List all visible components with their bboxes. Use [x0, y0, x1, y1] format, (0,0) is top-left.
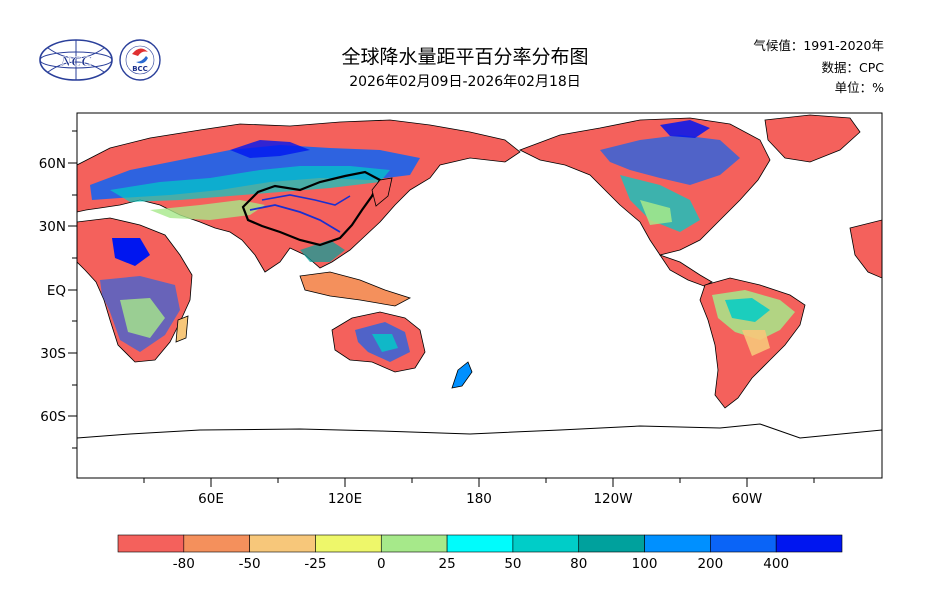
lon-label-180: 180 [466, 491, 492, 507]
lat-label-30s: 30S [40, 346, 66, 362]
colorbar-swatch [183, 534, 250, 553]
unit-label: 单位：% [834, 80, 884, 95]
colorbar-label: 100 [632, 556, 658, 572]
longitude-axis: 60E 120E 180 120W 60W [143, 478, 815, 507]
lat-label-60s: 60S [40, 409, 66, 425]
map-subtitle: 2026年02月09日-2026年02月18日 [349, 74, 581, 90]
colorbar-label: -80 [173, 556, 195, 572]
colorbar-swatch [710, 534, 777, 553]
colorbar-swatch [578, 534, 645, 553]
africa-west-edge-land [849, 219, 882, 279]
colorbar-swatch [315, 534, 382, 553]
colorbar-label: 0 [377, 556, 386, 572]
bcc-logo-text: BCC [132, 65, 148, 73]
lon-label-120e: 120E [328, 491, 362, 507]
colorbar-swatch [775, 534, 843, 553]
lat-label-30n: 30N [39, 219, 66, 235]
colorbar-label: 400 [763, 556, 789, 572]
ncc-logo-icon: NCC [39, 39, 113, 81]
colorbar-swatch [117, 534, 185, 553]
yellow-river [261, 194, 351, 206]
antarctica-land [77, 423, 882, 478]
lon-label-60e: 60E [198, 491, 224, 507]
indonesia-land [299, 271, 412, 307]
climate-period-label: 气候值：1991-2020年 [753, 38, 884, 53]
lon-label-120w: 120W [593, 491, 632, 507]
colorbar-label: 25 [438, 556, 455, 572]
lat-label-eq: EQ [47, 283, 66, 299]
yangtze-river [249, 204, 341, 233]
bcc-logo-icon: BCC [119, 39, 161, 81]
madagascar-land [175, 315, 189, 343]
data-source-label: 数据：CPC [821, 60, 885, 75]
latitude-axis: 60N 30N EQ 30S 60S [39, 130, 77, 449]
greenland-land [764, 114, 861, 163]
colorbar-label: 50 [504, 556, 521, 572]
colorbar-legend: -80 -50 -25 0 25 50 80 100 200 400 [117, 534, 843, 572]
colorbar-label: 80 [570, 556, 587, 572]
colorbar-swatch [380, 534, 448, 553]
japan-land [371, 177, 393, 207]
china-border [241, 170, 382, 247]
sahara-wet-anomaly [112, 238, 150, 266]
colorbar-label: -50 [239, 556, 261, 572]
colorbar-swatch [644, 534, 711, 553]
lat-label-60n: 60N [39, 156, 66, 172]
colorbar-swatch [512, 534, 580, 553]
colorbar-label: 200 [697, 556, 723, 572]
lon-label-60w: 60W [732, 491, 763, 507]
colorbar-swatch [446, 534, 514, 553]
ncc-logo-text: NCC [60, 54, 93, 70]
colorbar-label: -25 [304, 556, 326, 572]
new-zealand-land [451, 361, 473, 389]
map-title: 全球降水量距平百分率分布图 [341, 46, 589, 68]
colorbar-swatch [249, 534, 316, 553]
